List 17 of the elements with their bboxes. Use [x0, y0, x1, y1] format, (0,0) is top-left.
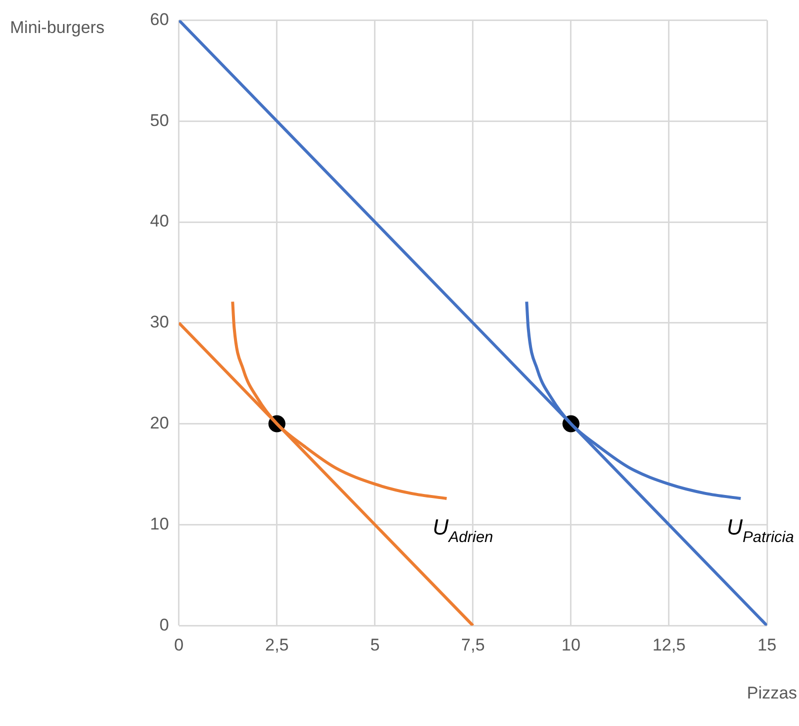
y-tick-label: 10 [150, 514, 169, 534]
y-tick-label: 40 [150, 212, 169, 231]
y-tick-label: 0 [159, 615, 169, 634]
x-axis-title: Pizzas [746, 683, 797, 702]
x-tick-label: 7,5 [461, 635, 485, 654]
x-tick-label: 2,5 [265, 635, 289, 654]
y-tick-label: 30 [150, 312, 169, 332]
y-tick-label: 50 [150, 110, 169, 130]
x-tick-label: 5 [370, 635, 380, 654]
x-tick-label: 10 [562, 635, 580, 654]
line-series [525, 300, 742, 500]
y-tick-label: 60 [150, 10, 169, 29]
y-axis-title: Mini-burgers [10, 18, 104, 37]
x-tick-label: 15 [758, 635, 776, 654]
x-tick-label: 12,5 [652, 635, 686, 654]
x-tick-label: 0 [174, 635, 184, 654]
y-tick-label: 20 [150, 413, 169, 432]
